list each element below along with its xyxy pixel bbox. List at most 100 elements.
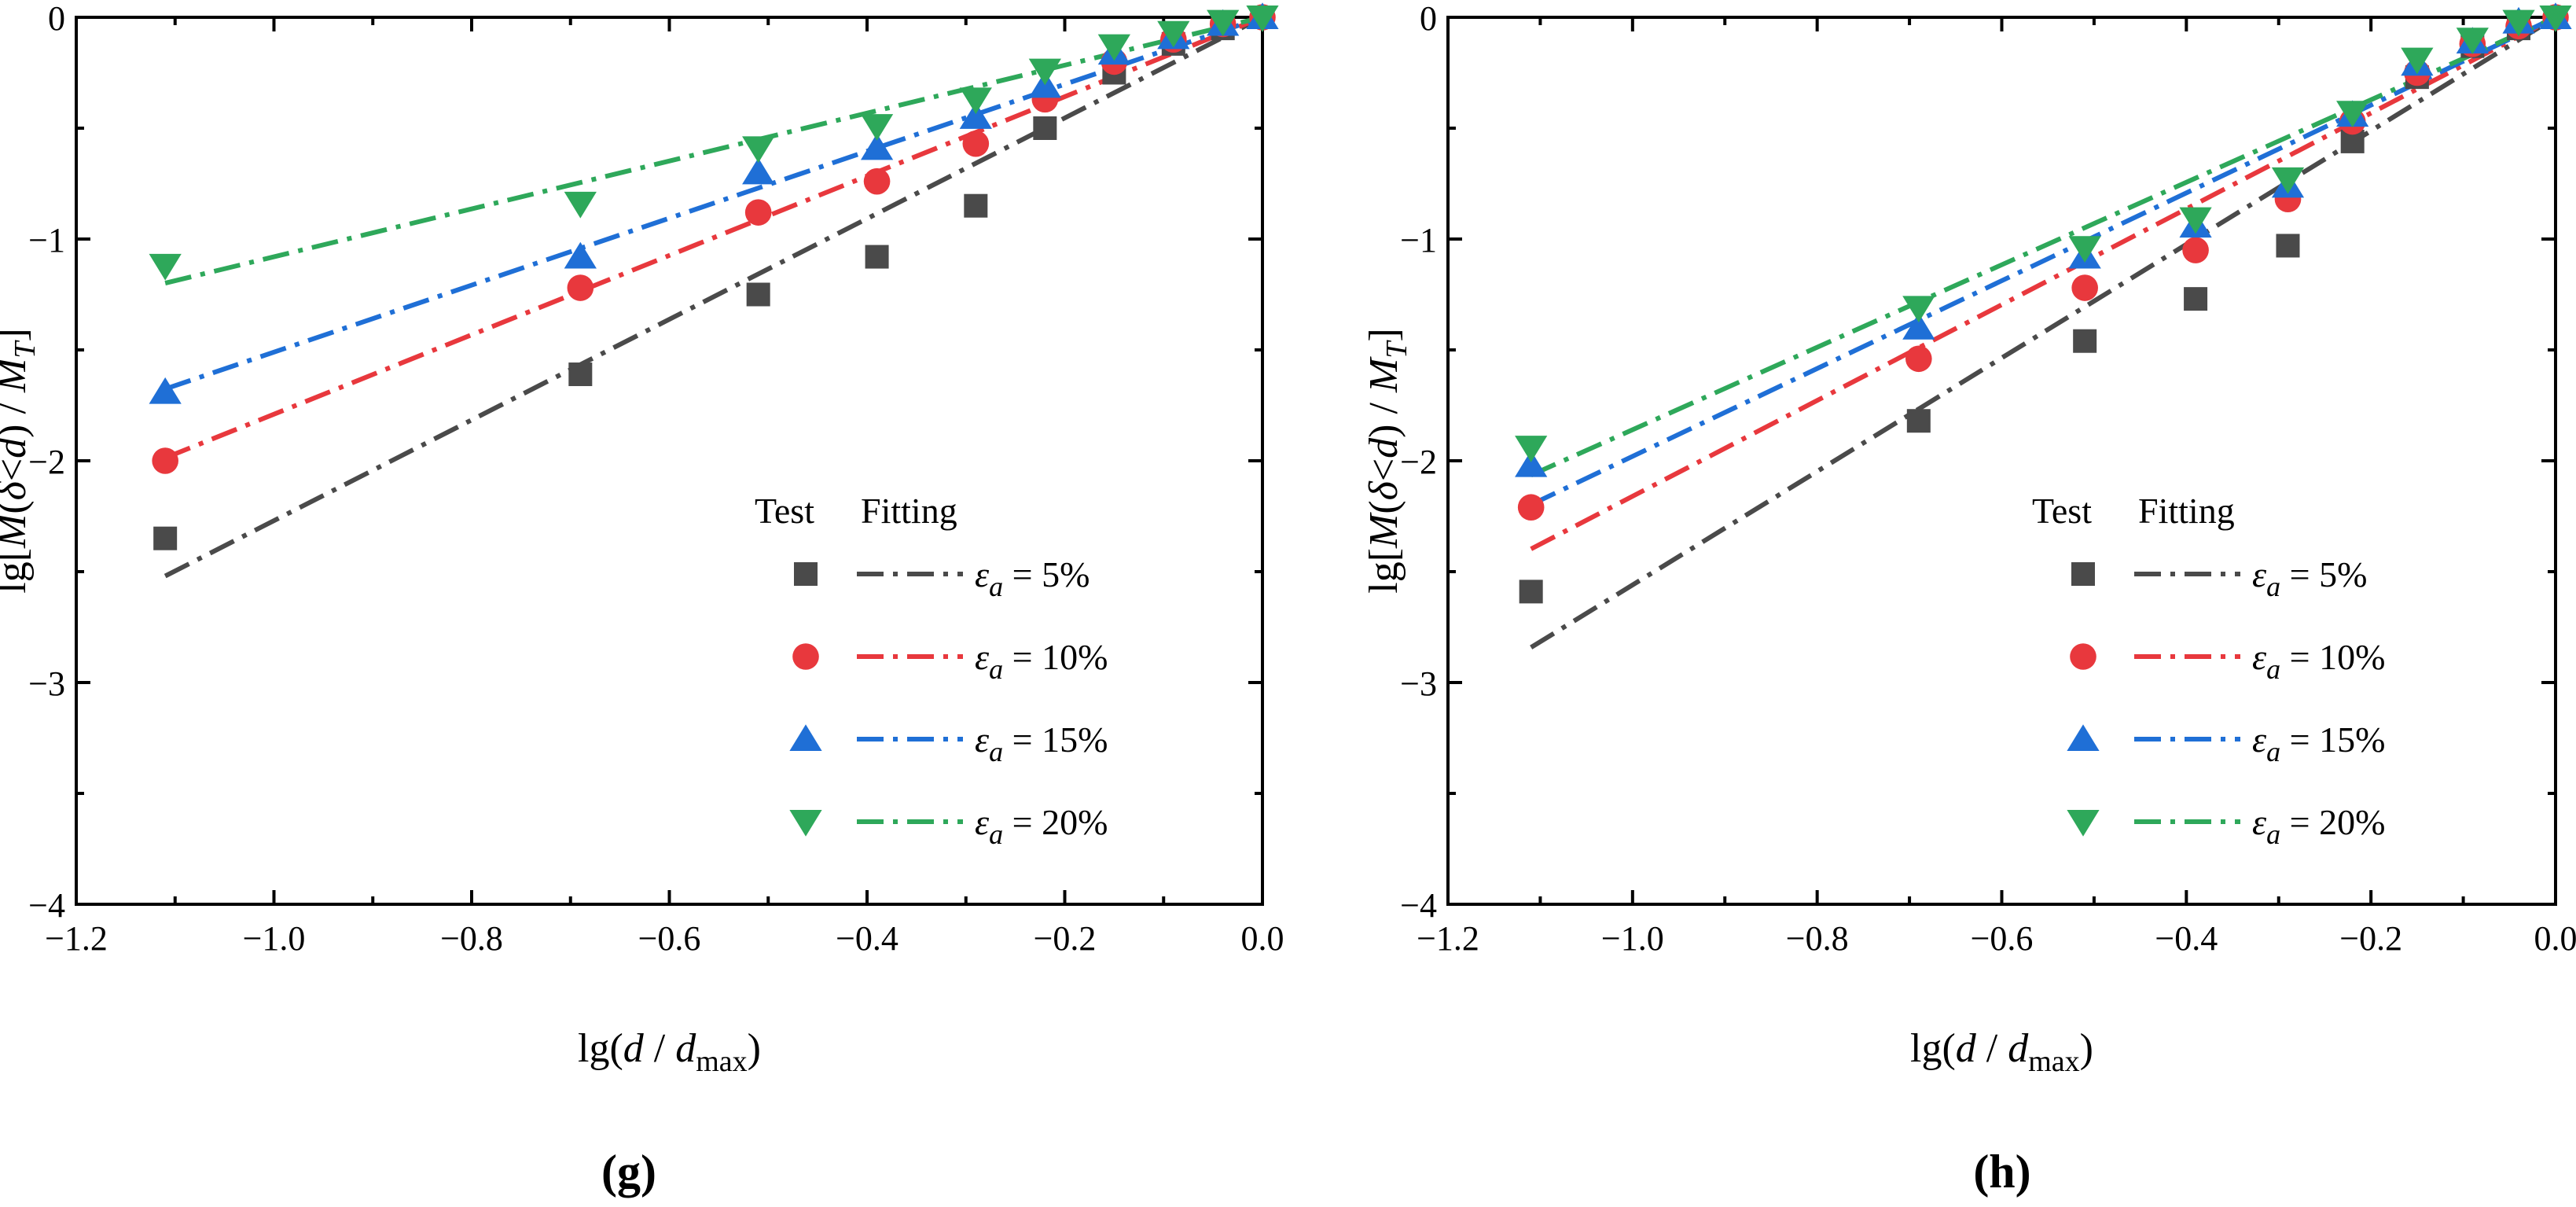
data-point-series-4: [2401, 47, 2434, 75]
x-axis-label: lg(d / dmax): [1910, 1026, 2093, 1078]
x-tick-label: −0.2: [1034, 919, 1097, 958]
y-tick-label: −3: [28, 664, 65, 703]
legend-marker-4: [789, 810, 822, 837]
fit-line-3: [1530, 15, 2557, 507]
data-point-series-3: [959, 102, 992, 129]
legend-fitting-header: Fitting: [2138, 491, 2235, 531]
x-tick-label: 0.0: [2534, 919, 2576, 958]
x-tick-label: −1.0: [243, 919, 306, 958]
fit-line-4: [1530, 15, 2557, 477]
data-point-series-4: [2271, 167, 2305, 194]
data-point-series-2: [1905, 345, 1932, 373]
legend-marker-1: [794, 562, 818, 586]
data-point-series-4: [564, 191, 597, 219]
x-tick-label: −0.8: [1786, 919, 1849, 958]
x-axis-label: lg(d / dmax): [578, 1026, 761, 1078]
data-point-series-4: [1902, 296, 1935, 323]
data-point-series-1: [1906, 409, 1931, 433]
data-point-series-1: [2184, 287, 2208, 311]
y-tick-label: 0: [48, 0, 65, 38]
plot-frame: [75, 16, 1264, 906]
data-point-series-4: [860, 114, 894, 141]
fit-line-2: [164, 15, 1264, 461]
panel-label: (g): [601, 1146, 656, 1198]
plot-frame: [1446, 16, 2557, 906]
legend-test-header: Test: [2032, 491, 2092, 531]
x-tick-label: −0.4: [2155, 919, 2218, 958]
fit-line-2: [1530, 15, 2557, 551]
legend-label-1: εa = 5%: [975, 554, 1090, 602]
data-point-series-4: [1515, 436, 1548, 462]
y-tick-label: −1: [28, 221, 65, 259]
chart-panel-h: −1.2 −1.0 −0.8 −0.6 −0.4 −0.2 0.0 −4 −3 −2 −1 0 lg(d…: [1361, 0, 2576, 1198]
x-tick-label: −0.6: [638, 919, 701, 958]
y-axis-label: lg[M(δ<d) / MT]: [0, 328, 42, 594]
data-point-series-4: [2502, 9, 2535, 37]
legend-marker-4: [2067, 810, 2100, 837]
data-point-series-2: [2182, 237, 2209, 263]
legend-marker-2: [792, 643, 819, 670]
fit-line-4: [164, 15, 1263, 285]
fit-line-1: [164, 15, 1264, 579]
data-point-series-3: [1515, 450, 1548, 477]
panel-label: (h): [1973, 1146, 2030, 1198]
y-tick-label: 0: [1420, 0, 1437, 38]
x-tick-label: −1.2: [1417, 919, 1479, 958]
x-tick-label: −0.6: [1971, 919, 2034, 958]
legend-label-2: εa = 10%: [975, 637, 1108, 685]
data-point-series-4: [2456, 28, 2489, 54]
chart-panel-g: −1.2 −1.0 −0.8 −0.6 −0.4 −0.2 0.0 −4 −3 −2 −1 0 lg(d…: [0, 0, 1284, 1198]
data-point-series-4: [1246, 6, 1279, 32]
y-tick-label: −1: [1400, 221, 1437, 259]
data-point-series-3: [1902, 313, 1935, 340]
y-tick-label: −4: [28, 886, 65, 925]
legend-label-3: εa = 15%: [975, 719, 1108, 767]
data-point-series-1: [1033, 116, 1057, 140]
data-point-series-1: [1519, 580, 1543, 604]
data-point-series-2: [152, 447, 178, 474]
fit-line-1: [1530, 15, 2557, 649]
y-tick-label: −4: [1400, 886, 1437, 925]
data-point-series-4: [1028, 58, 1061, 86]
data-point-series-4: [1157, 20, 1190, 48]
data-point-series-3: [149, 377, 182, 404]
fit-line-3: [164, 15, 1263, 392]
legend-label-3: εa = 15%: [2252, 719, 2385, 767]
data-point-series-2: [2071, 274, 2098, 301]
legend-marker-3: [789, 724, 822, 751]
y-axis-label: lg[M(δ<d) / MT]: [1361, 328, 1413, 594]
data-point-series-2: [1517, 494, 1545, 521]
legend-marker-1: [2071, 562, 2095, 586]
x-tick-label: −1.0: [1601, 919, 1664, 958]
data-point-series-4: [959, 87, 992, 115]
data-point-series-1: [746, 282, 770, 307]
data-point-series-2: [567, 274, 594, 301]
data-point-series-1: [153, 526, 178, 550]
data-point-series-1: [865, 245, 889, 269]
data-point-series-4: [2068, 236, 2101, 263]
data-point-series-2: [863, 167, 891, 195]
data-point-series-4: [2336, 101, 2369, 128]
data-point-series-4: [1097, 34, 1130, 61]
legend-marker-2: [2070, 643, 2096, 670]
data-point-series-3: [860, 133, 894, 160]
data-point-series-2: [744, 199, 772, 226]
data-point-series-3: [564, 241, 597, 269]
legend-test-header: Test: [755, 491, 814, 531]
y-tick-label: −2: [28, 443, 65, 481]
data-point-series-4: [1207, 9, 1240, 37]
y-tick-label: −2: [1400, 443, 1437, 481]
data-point-series-4: [2179, 207, 2212, 234]
data-point-series-1: [964, 193, 988, 218]
data-point-series-1: [568, 362, 593, 387]
data-point-series-1: [2073, 329, 2097, 353]
data-point-series-3: [742, 157, 775, 185]
legend-label-1: εa = 5%: [2252, 554, 2367, 602]
legend-marker-3: [2067, 724, 2100, 751]
x-tick-label: −0.8: [440, 919, 503, 958]
legend-label-2: εa = 10%: [2252, 637, 2385, 685]
data-point-series-4: [742, 136, 775, 164]
data-point-series-1: [2276, 234, 2300, 258]
legend-fitting-header: Fitting: [861, 491, 957, 531]
